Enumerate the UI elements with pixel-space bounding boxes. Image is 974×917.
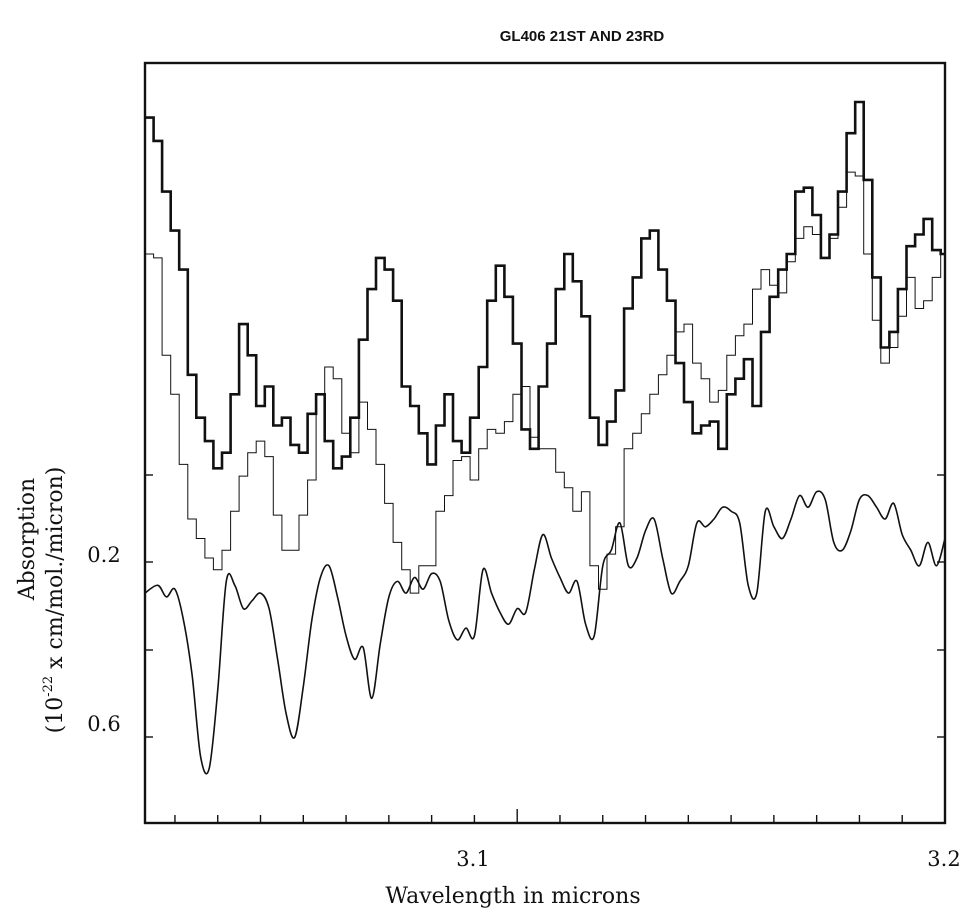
chart-title: GL406 21ST AND 23RD: [500, 28, 665, 45]
tick-marks: [145, 474, 946, 823]
plot-frame: [143, 61, 947, 825]
y-tick-label-0: 0.2: [87, 543, 120, 567]
x-tick-label-0: 3.1: [456, 847, 489, 871]
y-axis-unit-exponent: -22: [41, 676, 56, 697]
y-axis-units: (10-22 x cm/mol./micron): [41, 467, 68, 734]
y-tick-label-1: 0.6: [87, 712, 120, 736]
y-axis-unit-suffix: x cm/mol./micron): [43, 467, 68, 676]
x-tick-label-1: 3.2: [927, 847, 960, 871]
series-layer: [144, 100, 946, 775]
y-axis-unit-prefix: (10: [43, 697, 68, 734]
spectrum-series-1: [145, 100, 945, 470]
y-axis-label-line1: Absorption: [15, 478, 40, 601]
spectrum-series-3: [144, 490, 946, 775]
spectrum-series-2: [145, 171, 945, 594]
x-axis-label: Wavelength in microns: [385, 884, 640, 909]
y-axis-label: Absorption: [15, 478, 40, 601]
y-axis-label-line2: (10-22 x cm/mol./micron): [41, 467, 68, 734]
